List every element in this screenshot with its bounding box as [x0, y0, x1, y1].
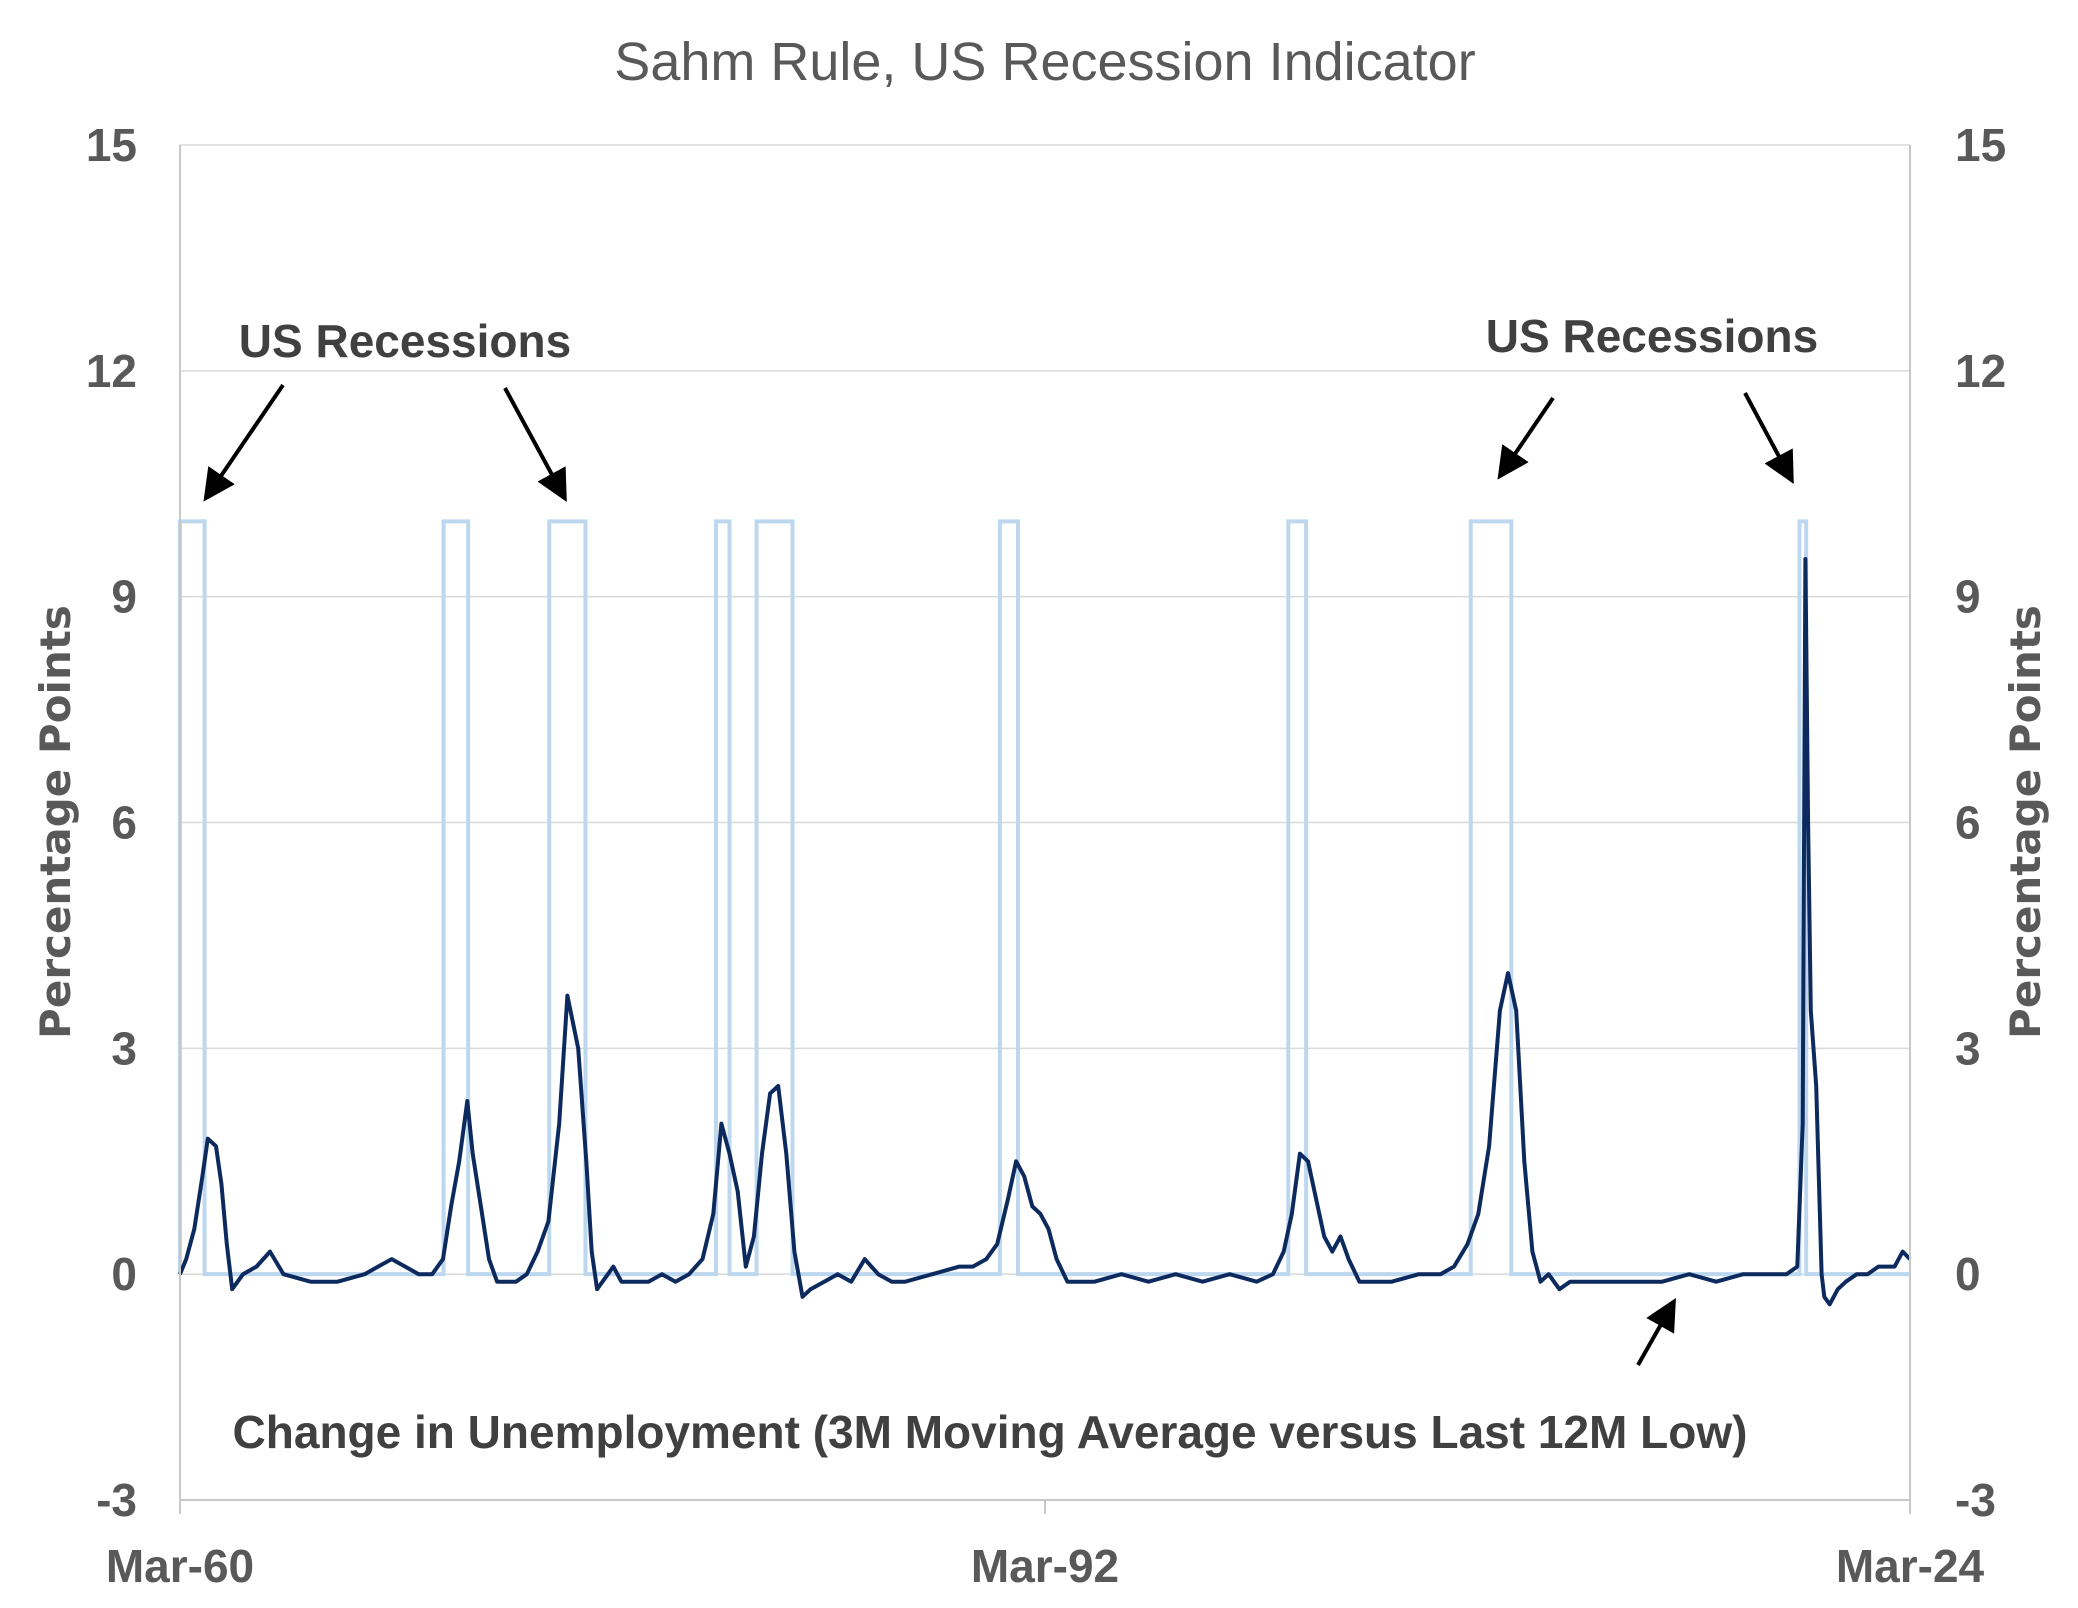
right-axis-label: Percentage Points — [2001, 605, 2050, 1039]
right-tick-label: 3 — [1955, 1022, 1981, 1074]
right-tick-label: -3 — [1955, 1474, 1996, 1526]
left-tick-label: 9 — [111, 571, 137, 623]
left-y-ticks: 15 12 9 6 3 0 -3 — [86, 119, 137, 1526]
left-tick-label: 0 — [111, 1248, 137, 1300]
recession-series — [178, 519, 1910, 1277]
x-tick-label: Mar-24 — [1836, 1540, 1985, 1592]
left-tick-label: 6 — [111, 797, 137, 849]
x-ticks: Mar-60 Mar-92 Mar-24 — [106, 1500, 1985, 1592]
series-label: Change in Unemployment (3M Moving Averag… — [233, 1406, 1748, 1458]
recessions-label-left: US Recessions — [239, 315, 571, 367]
right-tick-label: 12 — [1955, 345, 2006, 397]
left-tick-label: 15 — [86, 119, 137, 171]
chart-title: Sahm Rule, US Recession Indicator — [614, 32, 1475, 92]
right-y-ticks: 15 12 9 6 3 0 -3 — [1955, 119, 2006, 1526]
unemployment-series — [178, 557, 1912, 1307]
annotation-arrows — [203, 383, 1794, 1366]
right-tick-label: 6 — [1955, 797, 1981, 849]
right-tick-label: 9 — [1955, 571, 1981, 623]
arrow-recession-2 — [503, 387, 567, 503]
left-axis-label: Percentage Points — [31, 605, 80, 1039]
unemployment-line — [178, 557, 1912, 1307]
arrow-recession-3 — [1497, 396, 1555, 480]
right-tick-label: 0 — [1955, 1248, 1981, 1300]
right-tick-label: 15 — [1955, 119, 2006, 171]
arrow-series — [1636, 1298, 1676, 1366]
arrow-recession-4 — [1743, 392, 1794, 485]
left-tick-label: -3 — [96, 1474, 137, 1526]
recessions-label-right: US Recessions — [1486, 310, 1818, 362]
arrow-recession-1 — [203, 383, 285, 502]
left-tick-label: 12 — [86, 345, 137, 397]
x-tick-label: Mar-92 — [971, 1540, 1119, 1592]
recession-step-line — [178, 519, 1910, 1277]
x-tick-label: Mar-60 — [106, 1540, 254, 1592]
left-tick-label: 3 — [111, 1022, 137, 1074]
